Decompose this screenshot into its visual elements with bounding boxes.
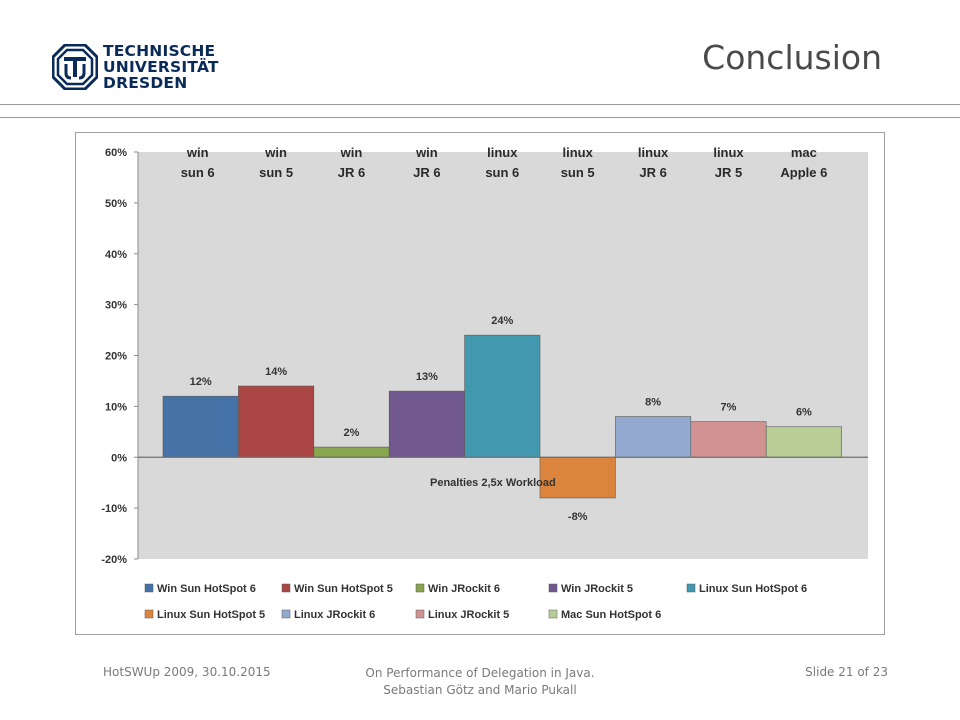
- category-label-line-1: linux: [563, 145, 594, 160]
- y-tick-label: 20%: [105, 351, 127, 363]
- legend-swatch: [415, 583, 425, 593]
- bar: [238, 385, 315, 458]
- data-label: 14%: [265, 366, 287, 378]
- category-label-line-2: Apple 6: [780, 165, 827, 180]
- category-label-line-1: win: [264, 145, 287, 160]
- chart-annotation: Penalties 2,5x Workload: [430, 477, 556, 489]
- data-label: 13%: [416, 371, 438, 383]
- logo-line-1: TECHNISCHE: [103, 42, 216, 60]
- bar: [765, 426, 842, 458]
- legend-swatch: [686, 583, 696, 593]
- bar: [388, 390, 465, 458]
- category-label-line-2: sun 5: [561, 165, 595, 180]
- category-label-line-1: linux: [638, 145, 669, 160]
- bar: [615, 416, 692, 458]
- y-tick-label: -10%: [101, 503, 127, 515]
- legend-label: Linux JRockit 6: [294, 609, 375, 621]
- logo-line-3: DRESDEN: [103, 74, 188, 92]
- data-label: 7%: [721, 402, 737, 414]
- data-label: 6%: [796, 407, 812, 419]
- footer-talk-title: On Performance of Delegation in Java. Se…: [280, 665, 680, 699]
- tu-dresden-logo-icon: [52, 44, 98, 90]
- legend-swatch: [144, 583, 154, 593]
- y-tick-label: 40%: [105, 249, 127, 261]
- data-label: 8%: [645, 397, 661, 409]
- category-label-line-1: linux: [487, 145, 518, 160]
- category-label-line-2: JR 6: [413, 165, 440, 180]
- logo-wordmark: TECHNISCHE UNIVERSITÄT DRESDEN: [103, 43, 219, 91]
- bar: [539, 456, 616, 499]
- legend-label: Win Sun HotSpot 5: [294, 583, 393, 595]
- category-label-line-2: sun 6: [485, 165, 519, 180]
- legend-swatch: [144, 609, 154, 619]
- data-label: 2%: [344, 427, 360, 439]
- legend-label: Win Sun HotSpot 6: [157, 583, 256, 595]
- category-label-line-1: mac: [791, 145, 817, 160]
- bar: [313, 446, 390, 458]
- footer-talk-title-line-1: On Performance of Delegation in Java.: [365, 666, 595, 680]
- category-label-line-2: JR 5: [715, 165, 742, 180]
- bar: [162, 395, 239, 458]
- data-label: 24%: [491, 315, 513, 327]
- header-divider-bottom: [0, 117, 960, 118]
- slide-title: Conclusion: [702, 38, 882, 77]
- category-label-line-2: sun 5: [259, 165, 293, 180]
- bar: [690, 421, 767, 458]
- y-tick-label: 60%: [105, 147, 127, 159]
- header-divider-top: [0, 104, 960, 105]
- y-tick-label: 0%: [111, 452, 127, 464]
- y-tick-label: -20%: [101, 554, 127, 566]
- legend-swatch: [415, 609, 425, 619]
- y-tick-label: 50%: [105, 198, 127, 210]
- category-label-line-1: win: [415, 145, 438, 160]
- logo-line-2: UNIVERSITÄT: [103, 58, 219, 76]
- category-label-line-1: win: [340, 145, 363, 160]
- university-logo: TECHNISCHE UNIVERSITÄT DRESDEN: [52, 42, 219, 94]
- legend-swatch: [548, 609, 558, 619]
- bar-chart: 60% 50% 40% 30% 20% 10% 0% -10% -20% 12% 14% 2% 13% 2…: [101, 145, 868, 621]
- y-tick-label: 30%: [105, 300, 127, 312]
- category-label-line-1: linux: [713, 145, 744, 160]
- y-tick-label: 10%: [105, 401, 127, 413]
- legend-label: Win JRockit 6: [428, 583, 500, 595]
- legend-label: Linux Sun HotSpot 5: [157, 609, 265, 621]
- category-label-line-1: win: [186, 145, 209, 160]
- legend-swatch: [281, 583, 291, 593]
- category-label-line-2: JR 6: [639, 165, 666, 180]
- category-label-line-2: JR 6: [338, 165, 365, 180]
- legend-swatch: [281, 609, 291, 619]
- slide-number: Slide 21 of 23: [805, 665, 888, 679]
- legend-label: Linux JRockit 5: [428, 609, 509, 621]
- legend-swatch: [548, 583, 558, 593]
- footer-authors: Sebastian Götz and Mario Pukall: [383, 683, 577, 697]
- footer-event: HotSWUp 2009, 30.10.2015: [103, 665, 271, 679]
- data-label: -8%: [568, 511, 588, 523]
- bar: [464, 334, 541, 458]
- data-label: 12%: [190, 376, 212, 388]
- legend-label: Win JRockit 5: [561, 583, 633, 595]
- legend-label: Linux Sun HotSpot 6: [699, 583, 807, 595]
- category-label-line-2: sun 6: [181, 165, 215, 180]
- legend-label: Mac Sun HotSpot 6: [561, 609, 661, 621]
